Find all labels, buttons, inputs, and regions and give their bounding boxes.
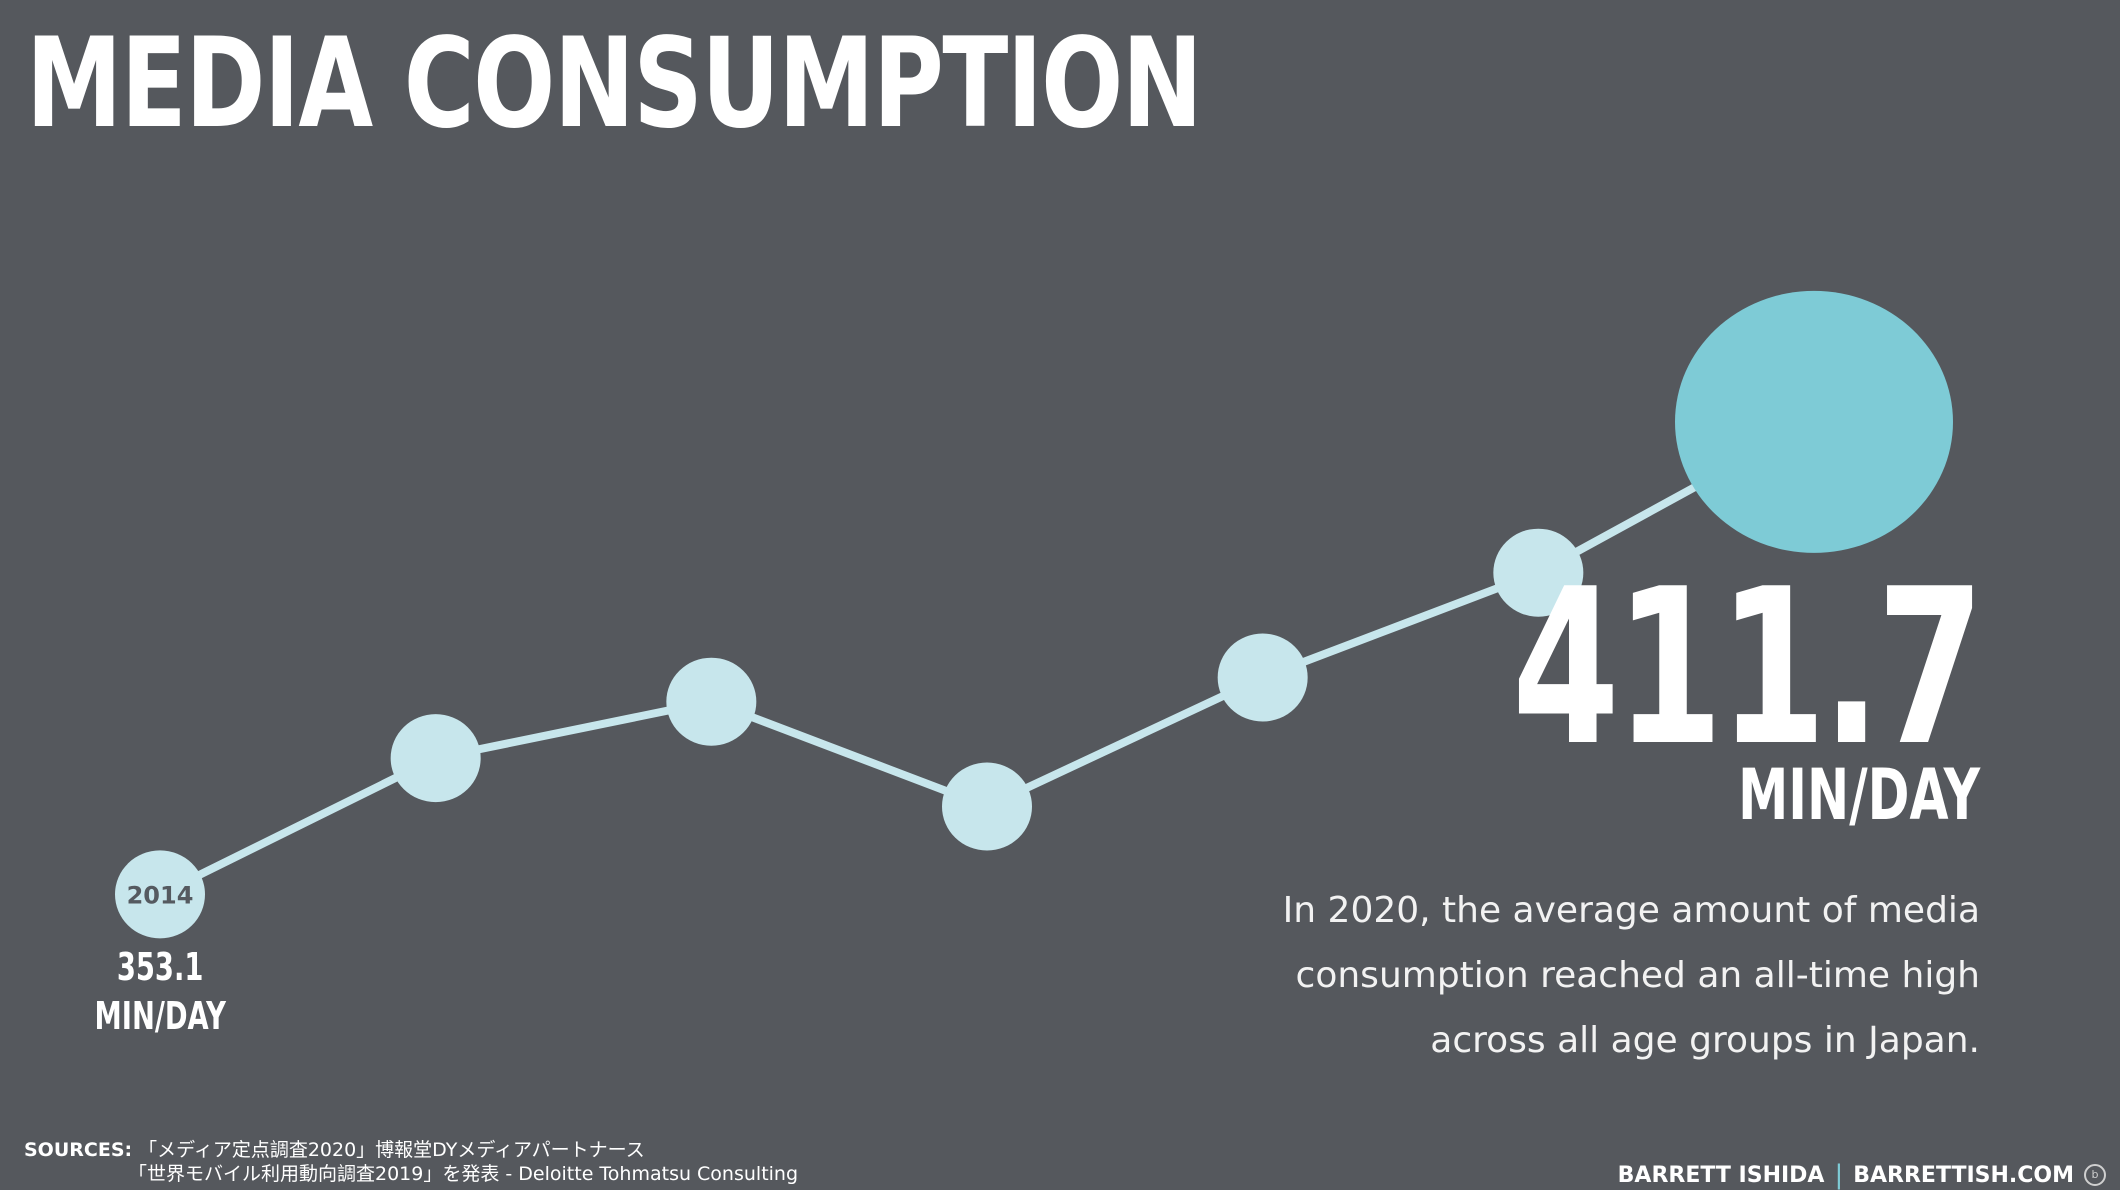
data-point-highlight [1675,290,1953,553]
series-line-segment [434,697,713,763]
caption-text: In 2020, the average amount of media con… [1282,890,1980,1061]
data-point [666,657,757,746]
page-title: MEDIA CONSUMPTION [26,12,1203,156]
data-point [1493,528,1584,617]
data-point [1217,633,1308,722]
point-label: 2014 [127,881,194,909]
data-point [115,850,205,939]
data-point [390,714,481,803]
series-line-segment [158,754,438,898]
end-value: 411.7 [1511,542,1984,793]
end-unit: MIN/DAY [1737,754,1980,836]
brand-logo-icon: b [2084,1164,2106,1186]
series-line-segment [985,673,1265,811]
source-line-2: 「世界モバイル利用動向調査2019」を発表 - Deloitte Tohmats… [128,1163,799,1185]
source-line-1: 「メディア定点調査2020」博報堂DYメディアパートナース [138,1139,645,1161]
data-point [942,762,1032,851]
sources: SOURCES: 「メディア定点調査2020」博報堂DYメディアパートナース 「… [24,1138,798,1186]
footer-site[interactable]: BARRETTISH.COM [1853,1162,2074,1188]
series-line-segment [709,697,989,811]
footer: BARRETT ISHIDA | BARRETTISH.COM b [1618,1160,2106,1190]
footer-separator: | [1834,1160,1844,1190]
series-line-segment [1261,568,1540,682]
footer-author: BARRETT ISHIDA [1617,1162,1825,1188]
sources-label: SOURCES: [24,1139,133,1161]
